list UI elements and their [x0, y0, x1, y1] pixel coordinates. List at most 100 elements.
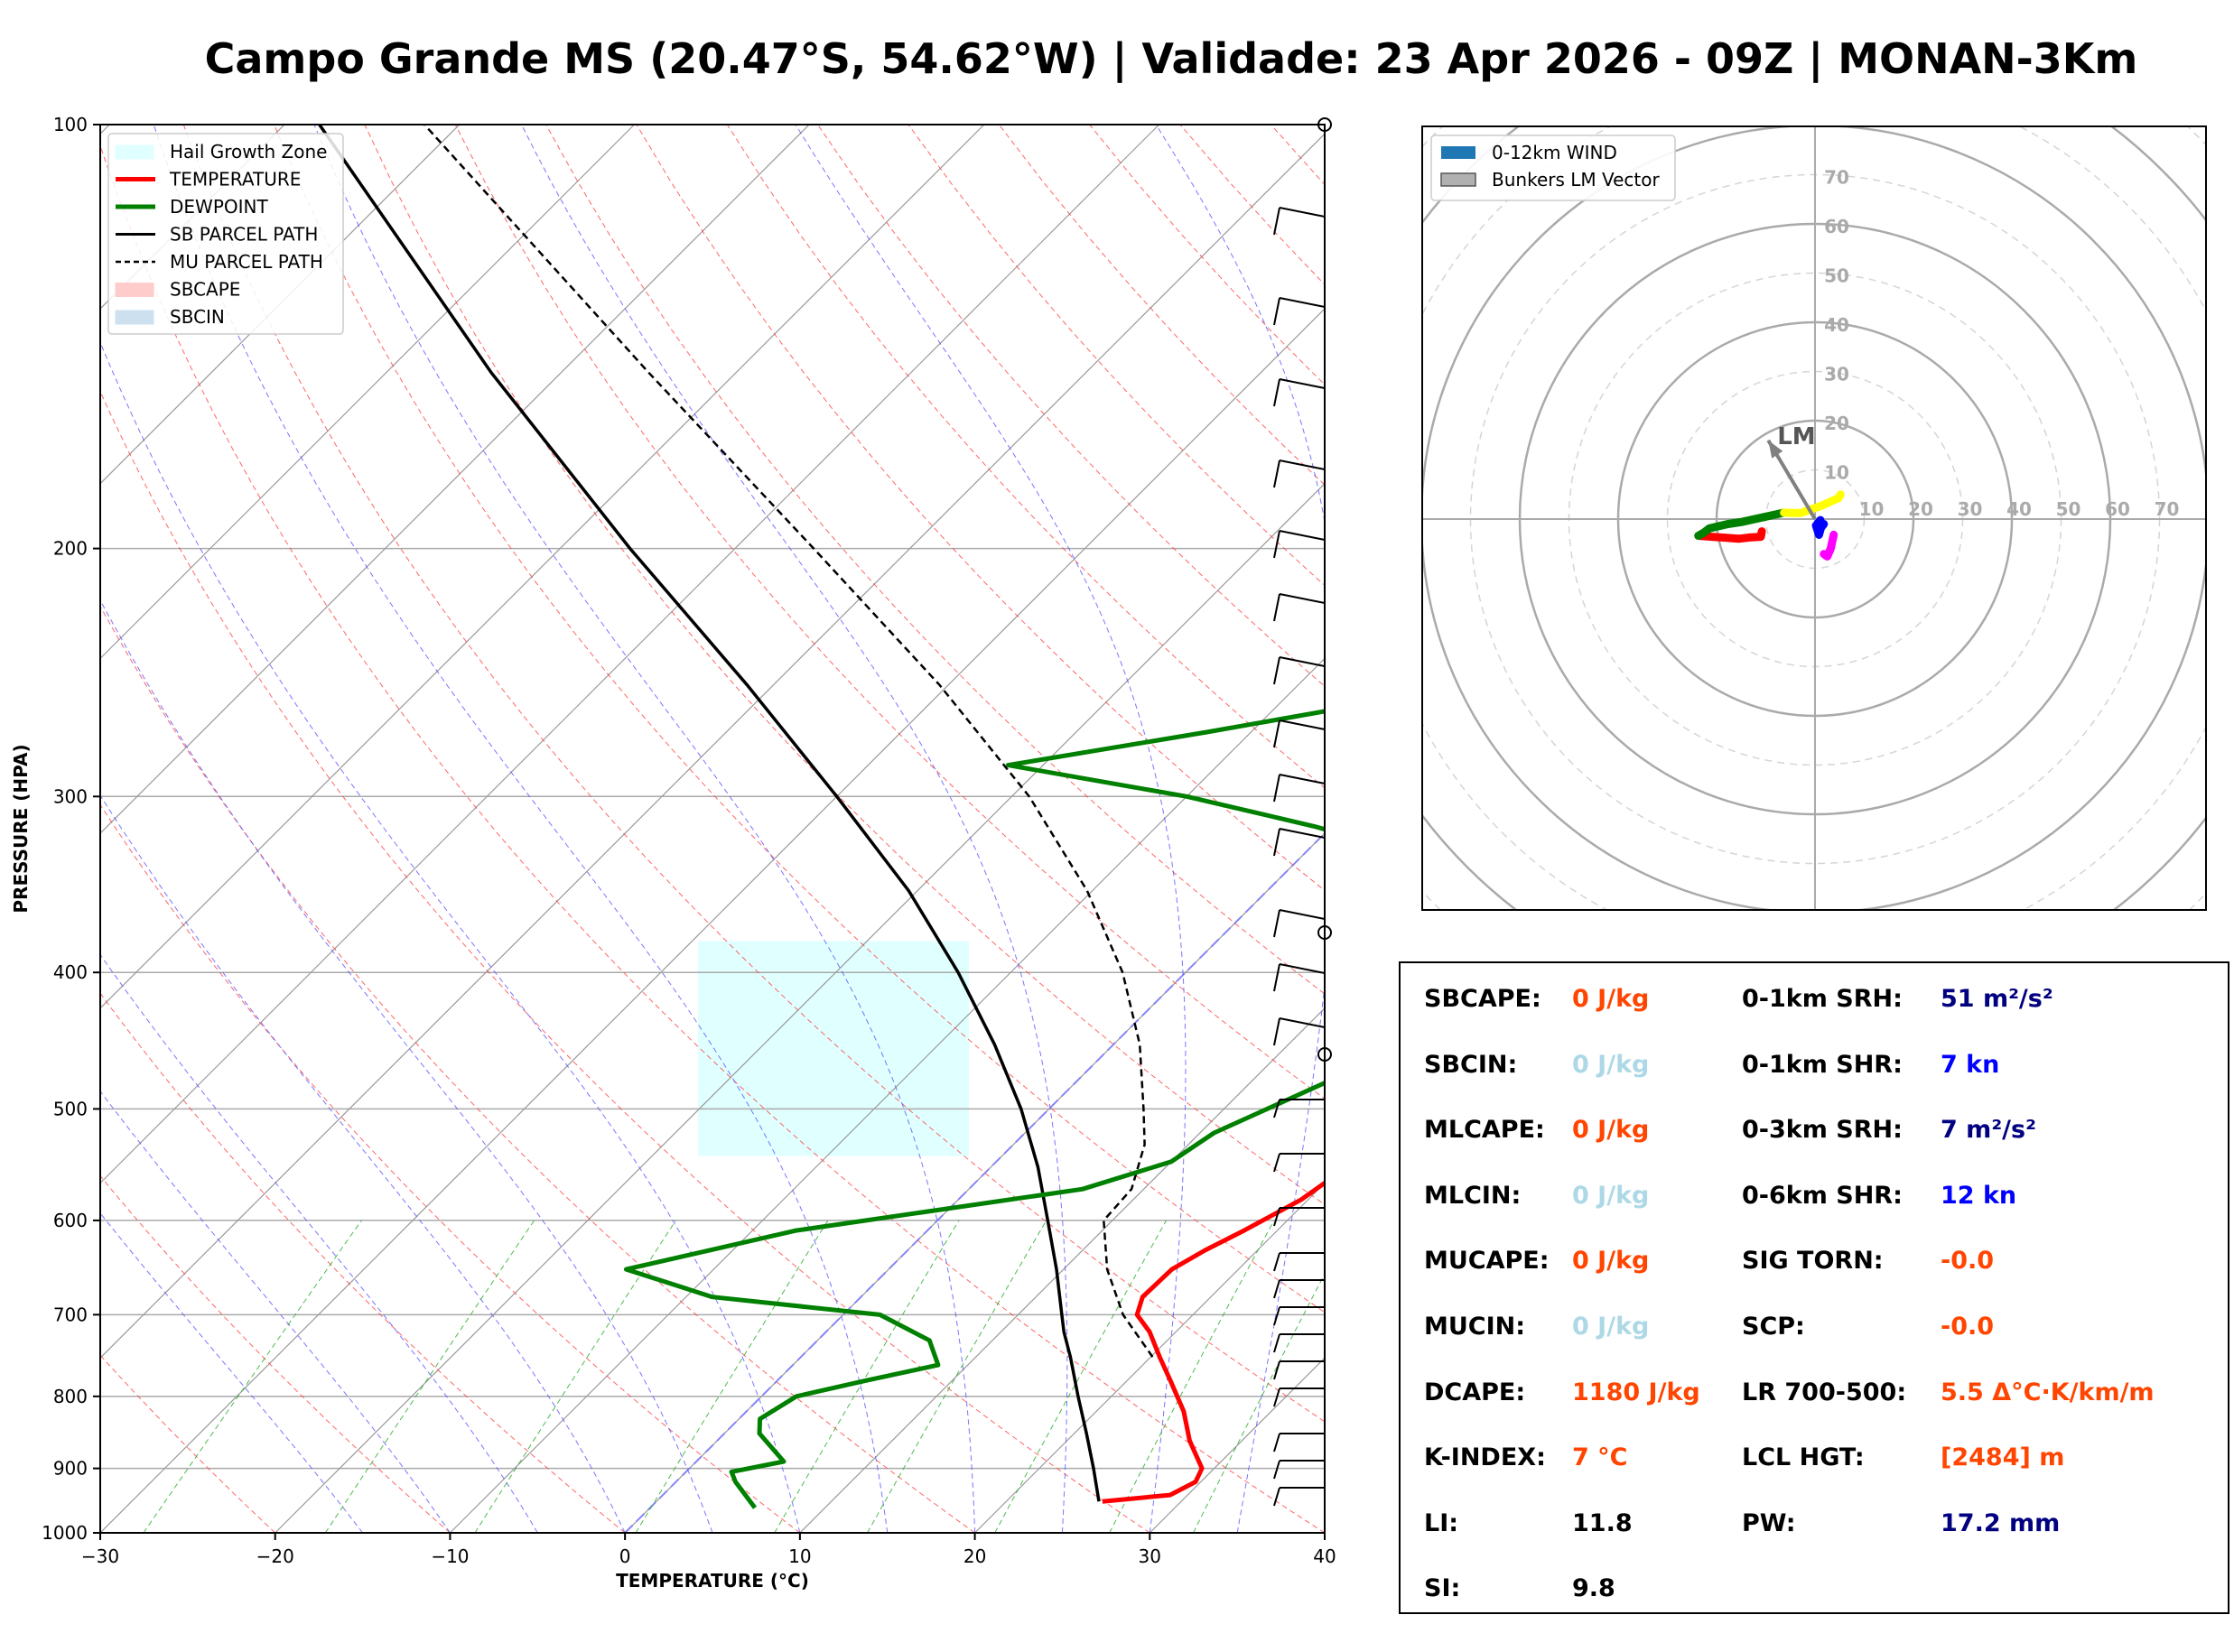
- parameter-label: K-INDEX:: [1424, 1443, 1546, 1472]
- wind-barb: [1279, 530, 1326, 541]
- skewt-axes: −30 −20 −10 0 10 20 30 40 100 200 300 400 500 600 700 8…: [42, 114, 1336, 1567]
- wind-barb-flag: [1273, 909, 1280, 938]
- mixing-ratio-line: [1109, 1220, 1275, 1533]
- isotherm-line: [100, 125, 810, 834]
- wind-barb-flag: [1273, 1306, 1280, 1326]
- wind-barb-flag: [1273, 207, 1280, 236]
- moist-adiabat-line: [313, 125, 976, 1533]
- moist-adiabat-line: [100, 794, 626, 1533]
- sb-parcel-path: [318, 125, 1101, 1502]
- mixing-ratio-line: [635, 1220, 829, 1533]
- parameters-panel: SBCAPE: 0 J/kg SBCIN: 0 J/kg MLCAPE: 0 J/kg ML…: [1399, 961, 2229, 1614]
- isotherm-line: [974, 1182, 1325, 1533]
- isotherm-line: [450, 657, 1325, 1533]
- isotherm-line: [100, 125, 461, 485]
- legend-entry: Bunkers LM Vector: [1492, 169, 1661, 190]
- wind-barb-flag: [1273, 1017, 1280, 1046]
- y-tick-label: 1000: [42, 1522, 88, 1544]
- parameter-value: 7 m²/s²: [1941, 1116, 2036, 1145]
- legend-entry: SB PARCEL PATH: [170, 224, 318, 246]
- wind-barb: [1279, 593, 1326, 604]
- wind-barb: [1279, 459, 1326, 470]
- hodograph: 10 10 20 20 30 30 40 40 50 50 60 60 70 70 LM 0-12km W…: [1421, 125, 2207, 911]
- wind-barb-flag: [1273, 530, 1280, 559]
- skewt-legend: Hail Growth Zone TEMPERATURE DEWPOINT SB PA…: [107, 133, 344, 335]
- legend-swatch: [115, 144, 154, 160]
- legend-entry: SBCAPE: [170, 279, 240, 301]
- wind-barb: [1279, 297, 1326, 308]
- hodograph-segment: [1694, 508, 1789, 540]
- dry-adiabat-line: [100, 1174, 451, 1533]
- ring-label-u: 20: [1908, 498, 1933, 520]
- wind-barb: [1279, 1017, 1326, 1028]
- parameter-label: SBCAPE:: [1424, 985, 1541, 1013]
- mixing-ratio-line: [994, 1220, 1168, 1533]
- dry-adiabat-line: [100, 1354, 276, 1533]
- moist-adiabat-line: [100, 340, 801, 1533]
- legend-swatch: [1440, 172, 1476, 187]
- parameter-value: 0 J/kg: [1572, 1181, 1650, 1210]
- hodograph-legend-box: [1430, 135, 1676, 201]
- wind-barb-flag: [1273, 1387, 1280, 1407]
- y-tick-label: 600: [53, 1210, 88, 1231]
- y-tick-label: 100: [53, 114, 88, 135]
- isotherm-line: [100, 125, 985, 1009]
- skewt-series: [318, 125, 1325, 1509]
- wind-barb-flag: [1273, 1433, 1280, 1452]
- parameter-label: LCL HGT:: [1742, 1443, 1865, 1472]
- hodograph-segment: [1811, 515, 1829, 539]
- mixing-ratio-line: [143, 1220, 362, 1533]
- moist-adiabat-line: [100, 953, 538, 1533]
- wind-barb-flag: [1273, 963, 1280, 992]
- parameter-label: 0-6km SHR:: [1742, 1181, 1903, 1210]
- wind-barb-flag: [1273, 1333, 1280, 1353]
- mixing-ratio-line: [867, 1220, 1047, 1533]
- hail-growth-zone-layer: [698, 941, 969, 1156]
- parameter-value: 0 J/kg: [1572, 1313, 1650, 1341]
- parameter-value: 0 J/kg: [1572, 985, 1650, 1013]
- y-tick-label: 900: [53, 1458, 88, 1480]
- parameter-label: DCAPE:: [1424, 1378, 1526, 1406]
- dry-adiabat-line: [100, 605, 975, 1533]
- legend-entry: SBCIN: [170, 306, 225, 328]
- parameter-value: -0.0: [1941, 1247, 1995, 1276]
- hodograph-segment: [1780, 490, 1845, 517]
- parameter-value: 0 J/kg: [1572, 1050, 1650, 1079]
- zero-isotherm-line: [624, 831, 1325, 1533]
- mixing-ratio-line: [1193, 1273, 1325, 1533]
- moist-adiabat-line: [100, 1091, 451, 1533]
- mixing-ratio-line: [324, 1220, 535, 1533]
- dry-adiabat-line: [100, 390, 1150, 1533]
- x-tick-label: −30: [81, 1545, 119, 1567]
- ring-label-v: 60: [1824, 216, 1849, 237]
- hodograph-frame: [1421, 125, 2207, 911]
- x-tick-label: −20: [256, 1545, 294, 1567]
- y-tick-label: 800: [53, 1386, 88, 1407]
- moist-adiabat-line: [795, 125, 1187, 1533]
- parameter-label: SIG TORN:: [1742, 1247, 1884, 1276]
- dry-adiabat-line: [182, 125, 1325, 1423]
- isotherm-line: [100, 133, 1325, 1360]
- wind-barb-flag: [1273, 1360, 1280, 1380]
- dry-adiabat-line: [545, 125, 1325, 995]
- dry-adiabat-line: [100, 992, 626, 1533]
- wind-barb: [1279, 719, 1326, 730]
- legend-entry: 0-12km WIND: [1492, 142, 1617, 163]
- legend-swatch: [1441, 146, 1475, 159]
- wind-barb: [1279, 378, 1326, 389]
- parameter-value: 0 J/kg: [1572, 1116, 1650, 1145]
- ring-label-u: 40: [2006, 498, 2032, 520]
- wind-barb-flag: [1273, 828, 1280, 857]
- ring-label-v: 40: [1824, 314, 1849, 336]
- ring-label-v: 50: [1824, 265, 1849, 287]
- wind-barb: [1279, 963, 1326, 974]
- parameter-value: 7 °C: [1572, 1443, 1628, 1472]
- page-title: Campo Grande MS (20.47°S, 54.62°W) | Val…: [204, 34, 2138, 83]
- ring-label-u: 10: [1859, 498, 1885, 520]
- x-tick-label: 0: [619, 1545, 631, 1567]
- dry-adiabat-line: [636, 125, 1325, 892]
- wind-barb-flag: [1273, 1460, 1280, 1480]
- isotherm-line: [100, 125, 1159, 1184]
- parameter-value: -0.0: [1941, 1313, 1995, 1341]
